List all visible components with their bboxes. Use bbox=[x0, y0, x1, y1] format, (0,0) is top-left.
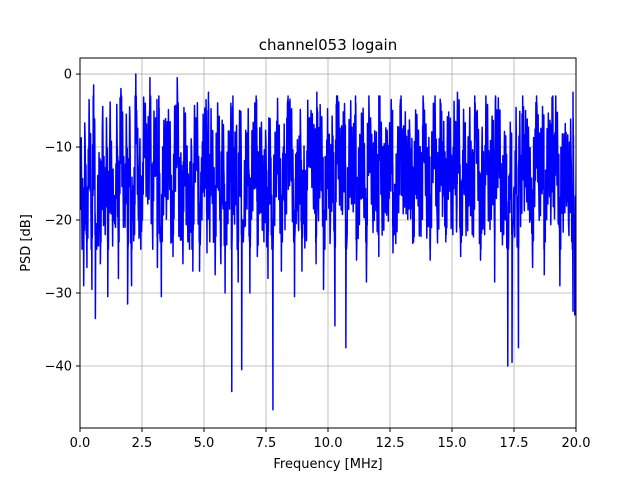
y-tick-label: −40 bbox=[45, 359, 72, 374]
x-tick-label: 0.0 bbox=[70, 436, 91, 451]
chart-title: channel053 logain bbox=[259, 36, 398, 54]
x-tick-label: 7.5 bbox=[256, 436, 277, 451]
x-tick-label: 12.5 bbox=[376, 436, 405, 451]
y-axis-ticks: 0 −10 −20 −30 −40 bbox=[45, 68, 80, 374]
x-axis-ticks: 0.0 2.5 5.0 7.5 10.0 12.5 15.0 17.5 20.0 bbox=[70, 428, 591, 451]
y-tick-label: −30 bbox=[45, 286, 72, 301]
y-axis-label: PSD [dB] bbox=[19, 214, 34, 272]
x-tick-label: 17.5 bbox=[500, 436, 529, 451]
y-tick-label: −20 bbox=[45, 214, 72, 229]
x-tick-label: 20.0 bbox=[562, 436, 591, 451]
y-tick-label: −10 bbox=[45, 141, 72, 156]
x-tick-label: 5.0 bbox=[194, 436, 215, 451]
y-tick-label: 0 bbox=[64, 68, 72, 83]
psd-series-line bbox=[80, 73, 576, 411]
x-tick-label: 10.0 bbox=[314, 436, 343, 451]
series-layer bbox=[80, 73, 576, 411]
x-axis-label: Frequency [MHz] bbox=[273, 457, 382, 472]
x-tick-label: 2.5 bbox=[132, 436, 153, 451]
x-tick-label: 15.0 bbox=[438, 436, 467, 451]
